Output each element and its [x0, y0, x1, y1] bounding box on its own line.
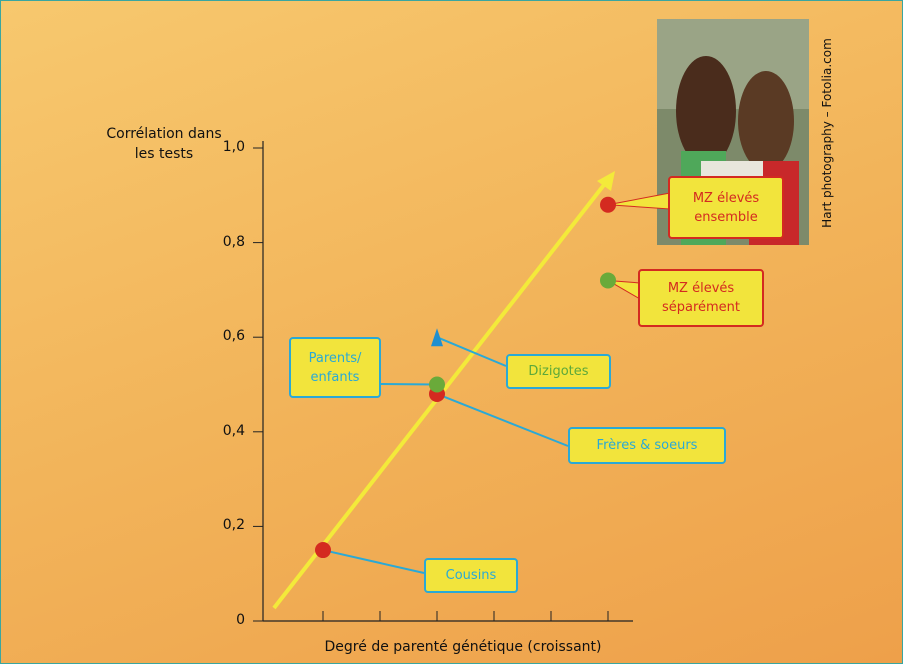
- x-axis-label: Degré de parenté génétique (croissant): [324, 639, 602, 655]
- callout-label: Cousins: [424, 558, 518, 593]
- y-tick-label: 0: [236, 612, 245, 628]
- arrow-head: [597, 171, 615, 191]
- callout-pointer: [607, 192, 671, 210]
- y-tick-label: 0,4: [222, 422, 245, 439]
- callout-line: [436, 393, 569, 447]
- point: [429, 376, 445, 393]
- callout-line: [436, 336, 507, 367]
- point: [600, 272, 616, 289]
- callout-label: MZ élevés ensemble: [668, 176, 784, 239]
- photo-person: [738, 71, 794, 171]
- callout-line: [380, 383, 438, 386]
- y-tick-label: 0,2: [222, 517, 245, 534]
- point: [431, 328, 443, 347]
- photo-credit: Hart photography – Fotolia.com: [820, 38, 834, 228]
- point: [315, 542, 331, 559]
- y-tick-label: 0,8: [222, 233, 245, 250]
- y-tick-label: 1,0: [222, 139, 245, 155]
- y-axis-label: Corrélation dans les tests: [106, 126, 222, 162]
- callout-label: MZ élevés séparément: [638, 269, 764, 327]
- point: [600, 196, 616, 213]
- callout-label: Parents/ enfants: [289, 337, 381, 398]
- callout-label: Frères & soeurs: [568, 427, 726, 464]
- callout-line: [322, 549, 425, 574]
- photo-person: [676, 56, 736, 166]
- callout-label: Dizigotes: [506, 354, 611, 389]
- y-tick-label: 0,6: [222, 328, 245, 345]
